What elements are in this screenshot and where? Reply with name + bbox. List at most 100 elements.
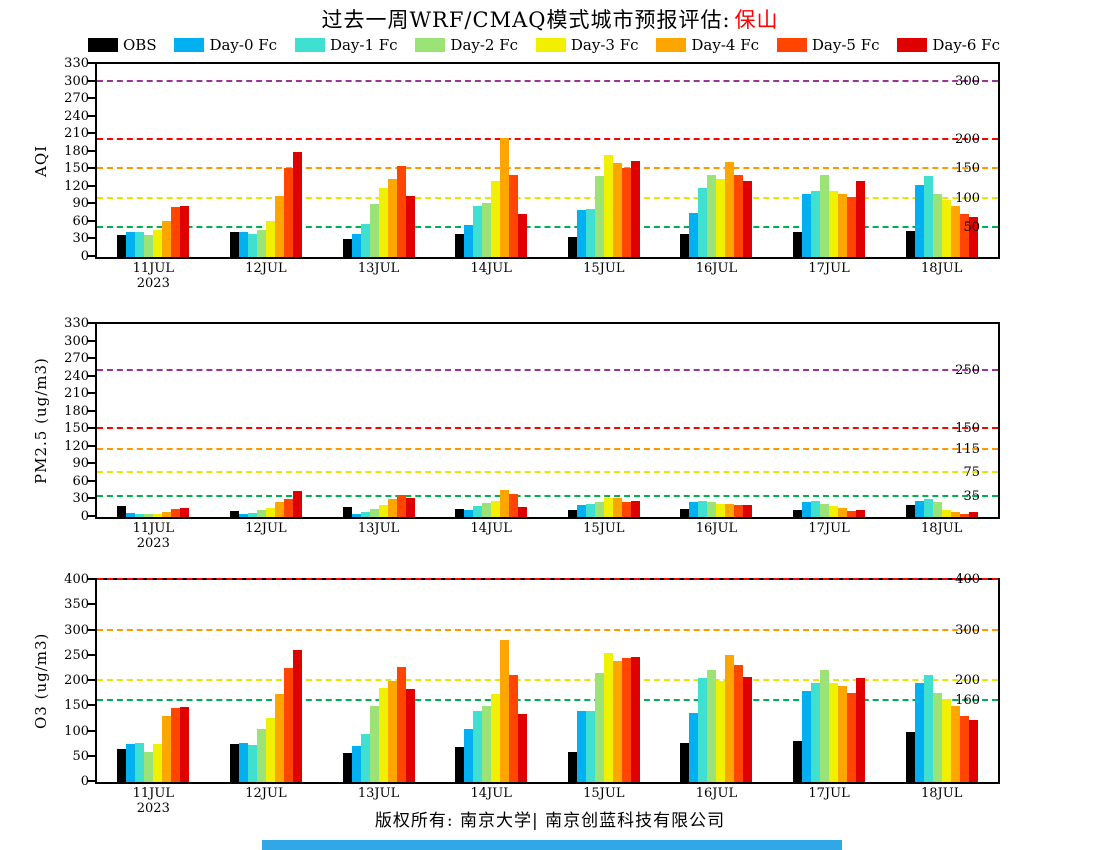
bar-group-11JUL	[97, 64, 210, 257]
legend-item-day-1-fc: Day-1 Fc	[294, 36, 398, 54]
bar-day-5-fc-12JUL	[283, 167, 293, 257]
y-tick-mark	[88, 754, 96, 757]
ref-line-label-150: 150	[955, 421, 980, 437]
bar-day-2-fc-16JUL	[707, 175, 717, 257]
y-tick-mark	[88, 219, 96, 222]
bar-day-4-fc-14JUL	[500, 138, 510, 257]
bar-day-2-fc-14JUL	[482, 705, 492, 782]
bar-day-6-fc-18JUL	[968, 217, 978, 257]
bar-group-17JUL	[773, 580, 886, 782]
y-tick-mark	[88, 322, 96, 324]
y-tick-mark	[88, 184, 96, 187]
bar-day-5-fc-17JUL	[847, 693, 857, 782]
y-tick-label: 0	[80, 249, 89, 264]
bar-day-4-fc-16JUL	[725, 655, 735, 782]
ref-line-label-200: 200	[955, 673, 980, 688]
bar-day-5-fc-11JUL	[171, 207, 181, 257]
bar-day-6-fc-12JUL	[292, 151, 302, 257]
bar-obs-15JUL	[567, 509, 577, 517]
y-tick-label: 90	[72, 196, 89, 212]
ref-line-label-400: 400	[955, 572, 980, 587]
bar-day-2-fc-14JUL	[482, 502, 492, 517]
bar-day-0-fc-14JUL	[464, 729, 474, 782]
bar-day-1-fc-15JUL	[585, 209, 595, 257]
bar-day-4-fc-14JUL	[500, 490, 510, 517]
bar-day-2-fc-13JUL	[369, 204, 379, 257]
x-tick-label-14JUL: 14JUL	[470, 786, 512, 801]
bar-group-16JUL	[660, 324, 773, 517]
x-tick-label-17JUL: 17JUL	[808, 786, 850, 801]
bar-day-5-fc-11JUL	[171, 508, 181, 517]
bar-day-1-fc-12JUL	[247, 512, 257, 517]
x-tick-label-14JUL: 14JUL	[470, 261, 512, 276]
ref-line-label-300: 300	[955, 622, 980, 638]
bar-group-17JUL	[773, 324, 886, 517]
bar-day-5-fc-17JUL	[847, 510, 857, 517]
x-tick-label-13JUL: 13JUL	[357, 521, 400, 536]
bar-day-4-fc-15JUL	[612, 163, 622, 257]
legend-item-day-2-fc: Day-2 Fc	[415, 36, 518, 54]
bar-group-18JUL	[885, 324, 998, 517]
bar-day-3-fc-18JUL	[941, 199, 951, 257]
legend-label: Day-1 Fc	[329, 36, 398, 54]
y-tick-label: 300	[64, 73, 89, 89]
bar-day-0-fc-18JUL	[914, 500, 924, 517]
bar-day-3-fc-17JUL	[829, 190, 839, 257]
bar-day-0-fc-17JUL	[802, 193, 812, 257]
copyright-footer: 版权所有: 南京大学| 南京创蓝科技有限公司	[374, 811, 726, 831]
bar-day-6-fc-17JUL	[856, 509, 866, 517]
bar-day-5-fc-15JUL	[621, 657, 631, 782]
bar-day-5-fc-15JUL	[621, 167, 631, 257]
legend-item-day-5-fc: Day-5 Fc	[776, 36, 880, 54]
bar-group-18JUL	[885, 64, 998, 257]
y-tick-label: 300	[64, 622, 89, 638]
bar-group-18JUL	[885, 580, 998, 782]
bar-day-3-fc-11JUL	[153, 744, 163, 782]
bar-obs-18JUL	[905, 505, 915, 517]
bar-day-3-fc-15JUL	[603, 652, 613, 782]
bar-day-0-fc-14JUL	[464, 224, 474, 257]
bar-day-4-fc-17JUL	[838, 508, 848, 517]
ref-line-label-150: 150	[955, 161, 980, 177]
pm25-plot-area: 35 75 115 150 250 0 30 60 90 120 150 180 210 240 270 30…	[64, 316, 1000, 551]
bar-obs-13JUL	[342, 752, 352, 782]
bar-day-1-fc-12JUL	[247, 233, 257, 257]
bar-day-6-fc-11JUL	[180, 707, 190, 782]
y-tick-label: 50	[72, 748, 89, 764]
bar-day-6-fc-16JUL	[743, 676, 753, 782]
ref-line-200	[97, 679, 998, 681]
bar-day-1-fc-11JUL	[135, 231, 145, 257]
bar-group-14JUL	[435, 580, 548, 782]
bar-day-2-fc-15JUL	[594, 673, 604, 782]
y-tick-mark	[88, 479, 96, 482]
legend-swatch	[174, 38, 205, 52]
bar-day-2-fc-15JUL	[594, 176, 604, 257]
bar-day-5-fc-11JUL	[171, 708, 181, 782]
bar-obs-14JUL	[455, 508, 465, 517]
bar-day-1-fc-16JUL	[698, 188, 708, 257]
bar-day-4-fc-14JUL	[500, 640, 510, 782]
bar-day-4-fc-16JUL	[725, 504, 735, 517]
bar-day-2-fc-17JUL	[820, 504, 830, 517]
bar-day-2-fc-13JUL	[369, 509, 379, 517]
y-tick-label: 210	[64, 126, 89, 142]
y-tick-label: 60	[72, 473, 89, 489]
y-tick-label: 180	[64, 143, 89, 159]
bar-day-1-fc-18JUL	[923, 499, 933, 517]
bar-day-5-fc-16JUL	[734, 175, 744, 257]
bar-day-6-fc-17JUL	[856, 180, 866, 257]
ref-line-35	[97, 494, 998, 497]
bar-group-13JUL	[322, 64, 435, 257]
bar-day-3-fc-12JUL	[265, 718, 275, 782]
bar-day-2-fc-11JUL	[144, 234, 154, 257]
bar-day-0-fc-11JUL	[126, 512, 136, 517]
y-tick-mark	[88, 578, 96, 580]
bar-day-0-fc-18JUL	[914, 185, 924, 257]
bar-day-6-fc-13JUL	[405, 498, 415, 517]
bar-day-3-fc-18JUL	[941, 698, 951, 782]
bar-day-1-fc-17JUL	[811, 500, 821, 517]
x-tick-label-18JUL: 18JUL	[921, 521, 963, 536]
bar-day-0-fc-13JUL	[351, 233, 361, 257]
y-tick-mark	[88, 255, 96, 257]
ref-line-label-35: 35	[963, 488, 980, 504]
